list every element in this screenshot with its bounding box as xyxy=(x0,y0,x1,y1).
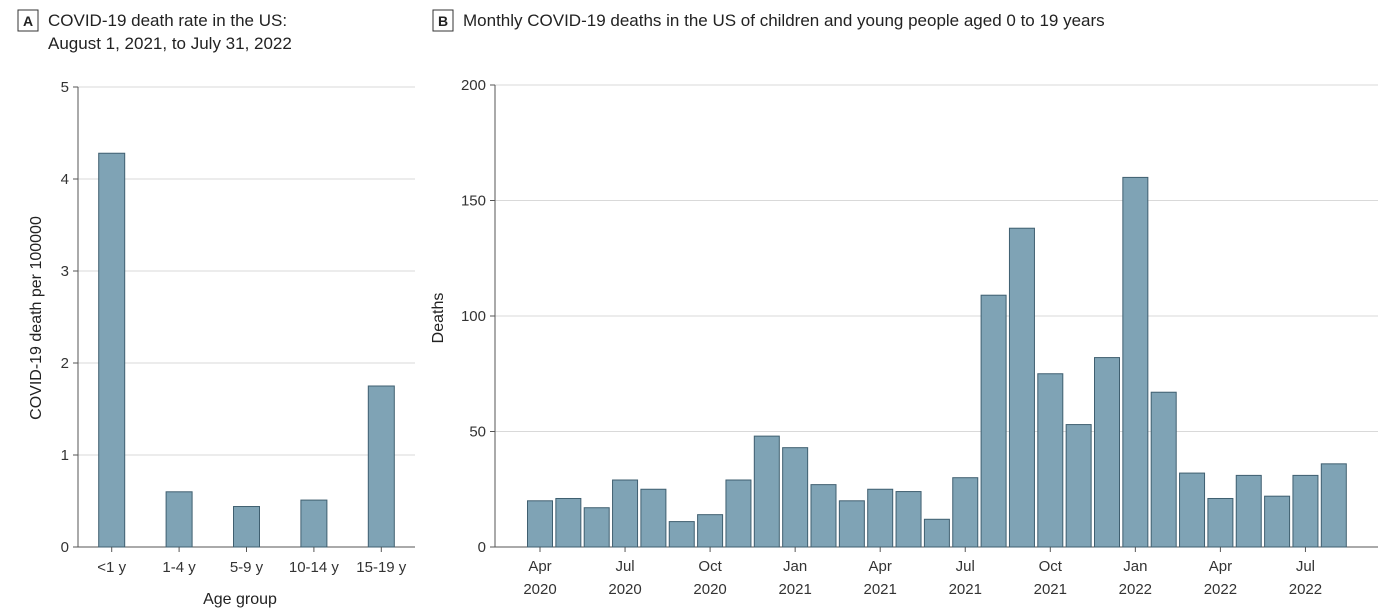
panel-b-bar xyxy=(583,507,610,548)
panel-b-bar xyxy=(1320,463,1347,548)
panel-b-chart: 0 50 100 150 200 Apr 2020 Jul 2020 Oct 2020 Jan 2021… xyxy=(461,77,1378,598)
panel-b-x-tick-month: Jul xyxy=(1296,558,1315,575)
panel-b-x-tick-month: Oct xyxy=(1039,558,1063,575)
panel-a-x-tick-label: 1-4 y xyxy=(162,559,196,576)
panel-b-y-tick-label: 100 xyxy=(461,308,486,325)
panel-b-x-tick-month: Apr xyxy=(1209,558,1232,575)
panel-b-x-tick-year: 2022 xyxy=(1289,581,1322,598)
panel-a-letter-box xyxy=(17,9,39,32)
panel-b-x-tick-year: 2020 xyxy=(693,581,726,598)
panel-b-y-tick-label: 0 xyxy=(478,539,486,556)
panel-a-bar xyxy=(165,491,193,548)
panel-b-bar xyxy=(1037,373,1064,548)
panel-b-bar xyxy=(527,500,553,548)
panel-b-letter-box xyxy=(432,9,454,32)
panel-b-x-tick-year: 2021 xyxy=(778,581,811,598)
panel-a-title-line-1: COVID-19 death rate in the US: xyxy=(48,11,287,30)
panel-a-header: A COVID-19 death rate in the US: August … xyxy=(17,9,292,53)
panel-b-bar xyxy=(980,294,1007,548)
panel-b-x-tick-year: 2020 xyxy=(523,581,556,598)
panel-b-bar xyxy=(668,521,695,548)
panel-b-y-axis-label: Deaths xyxy=(430,293,447,344)
panel-a-x-tick-label: 5-9 y xyxy=(230,559,264,576)
panel-b-bar xyxy=(952,477,979,548)
panel-b-bar xyxy=(895,491,922,548)
panel-a-y-tick-label: 1 xyxy=(61,447,69,464)
panel-a-y-tick-label: 4 xyxy=(61,171,69,188)
panel-a-letter: A xyxy=(23,13,33,29)
panel-b-x-tick-month: Jan xyxy=(783,558,807,575)
panel-b-bar xyxy=(697,514,724,548)
panel-a-bar xyxy=(233,506,260,548)
panel-b-letter: B xyxy=(438,13,448,29)
panel-b-x-tick-month: Jul xyxy=(956,558,975,575)
panel-b-bar xyxy=(1122,176,1149,548)
panel-b-bar xyxy=(810,484,837,548)
panel-b-bar xyxy=(1065,424,1092,548)
panel-a-bar xyxy=(367,385,395,548)
panel-b-x-tick-month: Apr xyxy=(528,558,551,575)
panel-b-x-tick-year: 2022 xyxy=(1119,581,1152,598)
panel-b-bar xyxy=(1150,391,1177,548)
panel-b-x-tick-year: 2021 xyxy=(1034,581,1067,598)
panel-b-x-tick-year: 2022 xyxy=(1204,581,1237,598)
panel-b-bar xyxy=(1235,474,1262,548)
panel-a-bar xyxy=(98,152,126,548)
panel-a-chart: 0 1 2 3 4 5 <1 y 1-4 y 5-9 y 10-14 y 15-19 y xyxy=(61,79,415,576)
panel-b-y-tick-label: 200 xyxy=(461,77,486,94)
panel-b-bar xyxy=(838,500,865,548)
panel-b-header: B Monthly COVID-19 deaths in the US of c… xyxy=(432,9,1105,32)
panel-b-bar xyxy=(1008,227,1035,548)
panel-b-bar xyxy=(753,435,780,548)
panel-a-y-tick-label: 5 xyxy=(61,79,69,96)
panel-b-y-tick-label: 150 xyxy=(461,193,486,210)
panel-b-x-tick-year: 2021 xyxy=(949,581,982,598)
panel-a-x-tick-label: 15-19 y xyxy=(356,559,407,576)
panel-a-title-line-2: August 1, 2021, to July 31, 2022 xyxy=(48,34,292,53)
panel-b-x-tick-month: Oct xyxy=(698,558,722,575)
panel-b-bar xyxy=(1264,495,1291,548)
panel-b-title: Monthly COVID-19 deaths in the US of chi… xyxy=(463,11,1105,30)
panel-b-bar xyxy=(782,447,809,548)
panel-b-bar xyxy=(1179,472,1206,548)
panel-b-bar xyxy=(1292,474,1319,548)
panel-a-bar xyxy=(300,499,328,548)
panel-b-x-tick-month: Apr xyxy=(869,558,892,575)
panel-b-bar xyxy=(923,518,950,548)
panel-b-bar xyxy=(555,497,582,548)
panel-b-x-tick-year: 2021 xyxy=(864,581,897,598)
panel-b-x-tick-year: 2020 xyxy=(608,581,641,598)
panel-b-y-tick-label: 50 xyxy=(469,424,486,441)
panel-b-bar xyxy=(612,479,639,548)
panel-b-bar xyxy=(725,479,752,548)
panel-b-bar xyxy=(1207,497,1234,548)
panel-a-x-tick-label: 10-14 y xyxy=(289,559,340,576)
panel-b-bar xyxy=(867,488,894,548)
panel-a-y-tick-label: 3 xyxy=(61,263,69,280)
panel-b-bar xyxy=(1094,357,1120,548)
panel-b-x-tick-month: Jul xyxy=(615,558,634,575)
panel-b-x-tick-month: Jan xyxy=(1123,558,1147,575)
panel-a-y-tick-label: 0 xyxy=(61,539,69,556)
panel-a-x-axis-label: Age group xyxy=(203,591,277,608)
panel-b-bar xyxy=(640,488,667,548)
panel-a-x-tick-label: <1 y xyxy=(97,559,126,576)
panel-a-y-tick-label: 2 xyxy=(61,355,69,372)
panel-a-y-axis-label: COVID-19 death per 100000 xyxy=(28,216,45,420)
